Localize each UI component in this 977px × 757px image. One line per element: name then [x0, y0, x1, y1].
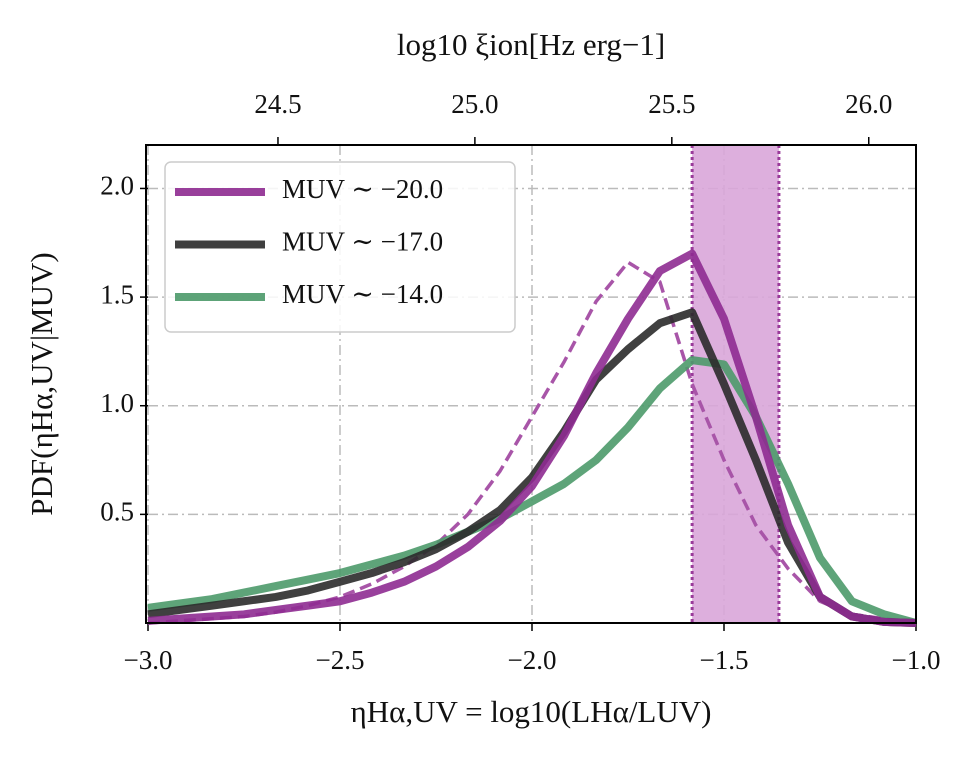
- y-tick-label: 0.5: [100, 497, 134, 527]
- legend-label: MUV ∼ −20.0: [282, 174, 443, 204]
- plot-frame: [145, 144, 917, 624]
- x-tick-label: −1.0: [892, 645, 941, 675]
- y-tick-label: 2.0: [100, 171, 134, 201]
- x-tick-label: −2.5: [316, 645, 365, 675]
- y-axis-title: PDF(ηHα,UV|MUV): [24, 252, 59, 515]
- legend-label: MUV ∼ −17.0: [282, 227, 443, 257]
- top-axis-title: log10 ξion[Hz erg−1]: [397, 27, 665, 62]
- x-tick-label: −1.5: [700, 645, 749, 675]
- x-axis-title: ηHα,UV = log10(LHα/LUV): [351, 694, 712, 729]
- top-tick-label: 26.0: [845, 89, 892, 119]
- top-tick-label: 24.5: [254, 89, 301, 119]
- line: [147, 308, 917, 627]
- y-tick-label: 1.0: [100, 388, 134, 418]
- legend-label: MUV ∼ −14.0: [282, 279, 443, 309]
- top-tick-label: 25.5: [648, 89, 695, 119]
- top-tick-label: 25.0: [451, 89, 498, 119]
- x-tick-label: −2.0: [508, 645, 557, 675]
- legend-box: [164, 161, 516, 333]
- line: [147, 356, 918, 627]
- y-tick-label: 1.5: [100, 279, 134, 309]
- line: [147, 249, 917, 627]
- x-tick-label: −3.0: [124, 645, 173, 675]
